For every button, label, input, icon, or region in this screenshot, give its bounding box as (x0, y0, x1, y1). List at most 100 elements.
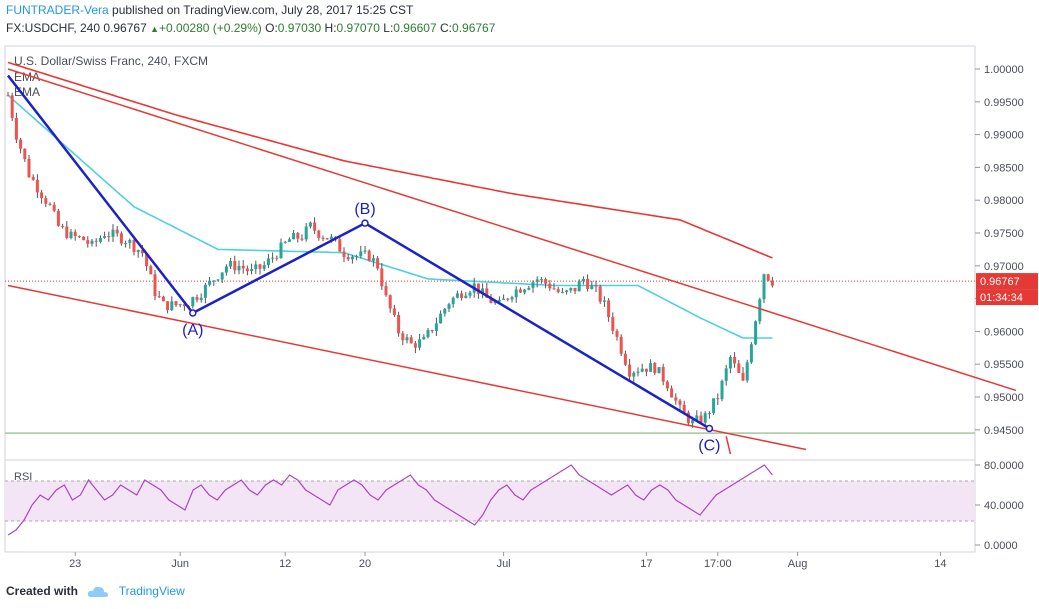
candle (636, 367, 640, 377)
candle-body (35, 179, 39, 193)
candle-body (44, 198, 48, 204)
candle-body (262, 265, 266, 269)
candle-body (304, 226, 308, 240)
candle (262, 261, 266, 272)
candle-body (371, 258, 375, 261)
candle-body (19, 139, 23, 149)
candle-body (481, 288, 485, 294)
candle (426, 328, 430, 339)
candle (586, 274, 590, 292)
indicator-label: EMA (14, 85, 40, 99)
candle (170, 296, 174, 311)
up-triangle-icon: ▲ (150, 24, 160, 34)
candle-body (569, 287, 573, 291)
candle-body (464, 295, 468, 298)
candle (19, 137, 23, 154)
open-label: O: (265, 21, 278, 35)
countdown-badge-text: 01:34:34 (980, 292, 1023, 304)
candle (195, 294, 199, 303)
candle (581, 276, 585, 285)
candle-body (430, 330, 434, 332)
candle (35, 174, 39, 199)
candle (279, 238, 283, 259)
candle-body (695, 415, 699, 421)
candle-body (573, 287, 577, 292)
candle (544, 277, 548, 289)
candle-body (544, 279, 548, 284)
candle-body (758, 299, 762, 322)
candle-body (65, 226, 69, 238)
candle (107, 231, 111, 242)
candle-body (94, 240, 98, 242)
candle (376, 256, 380, 271)
candle-body (182, 304, 186, 307)
candle-body (191, 297, 195, 307)
candle (413, 340, 417, 354)
candle-body (426, 330, 430, 337)
candle (313, 217, 317, 235)
candle-body (707, 413, 711, 415)
candle (653, 362, 657, 375)
candle (733, 351, 737, 368)
candle-body (212, 280, 216, 282)
candle (359, 245, 363, 259)
candle (216, 279, 220, 282)
candle (443, 307, 447, 317)
y-tick-label: 1.00000 (984, 64, 1024, 76)
candle (418, 333, 422, 351)
candle-body (720, 380, 724, 400)
candle (598, 284, 602, 305)
candle (590, 280, 594, 290)
candle (397, 311, 401, 337)
candle (287, 237, 291, 242)
candle-body (384, 286, 388, 296)
candle (758, 297, 762, 325)
candle (69, 228, 73, 240)
candle-body (678, 400, 682, 405)
candle (161, 295, 165, 302)
candle-body (321, 237, 325, 239)
candle (560, 287, 564, 294)
candle (619, 334, 623, 356)
candle (455, 290, 459, 299)
candle (523, 288, 527, 295)
y-tick-label: 0.98000 (984, 195, 1024, 207)
candle (65, 221, 69, 240)
tradingview-link[interactable]: TradingView (118, 584, 185, 598)
candle-body (581, 278, 585, 282)
candle-body (245, 268, 249, 272)
candle (321, 235, 325, 242)
candle (502, 294, 506, 300)
rsi-tick-label: 80.0000 (984, 460, 1024, 472)
candle (86, 236, 90, 248)
x-tick-label: Jul (497, 558, 511, 570)
candle-body (632, 372, 636, 377)
candle (682, 400, 686, 413)
candle (703, 411, 707, 425)
candle-body (502, 298, 506, 300)
candle-body (615, 330, 619, 337)
candle (208, 276, 212, 287)
candle-body (443, 308, 447, 314)
candle-body (153, 274, 157, 297)
candle-body (388, 295, 392, 309)
candle (405, 334, 409, 344)
candle-body (699, 415, 703, 423)
candle (52, 202, 56, 213)
last-price-badge-text: 0.96767 (980, 276, 1020, 288)
candle-body (86, 240, 90, 244)
candle-body (556, 289, 560, 293)
candle-body (762, 274, 766, 300)
candle-body (119, 233, 123, 244)
candle (602, 296, 606, 307)
candle-body (523, 289, 527, 293)
candle (539, 276, 543, 284)
candle-body (292, 233, 296, 240)
candle (615, 328, 619, 341)
x-tick-label: Jun (171, 558, 189, 570)
candle-body (712, 398, 716, 414)
candle-body (527, 287, 531, 290)
author-link[interactable]: FUNTRADER-Vera (6, 3, 109, 17)
candle-body (355, 256, 359, 258)
